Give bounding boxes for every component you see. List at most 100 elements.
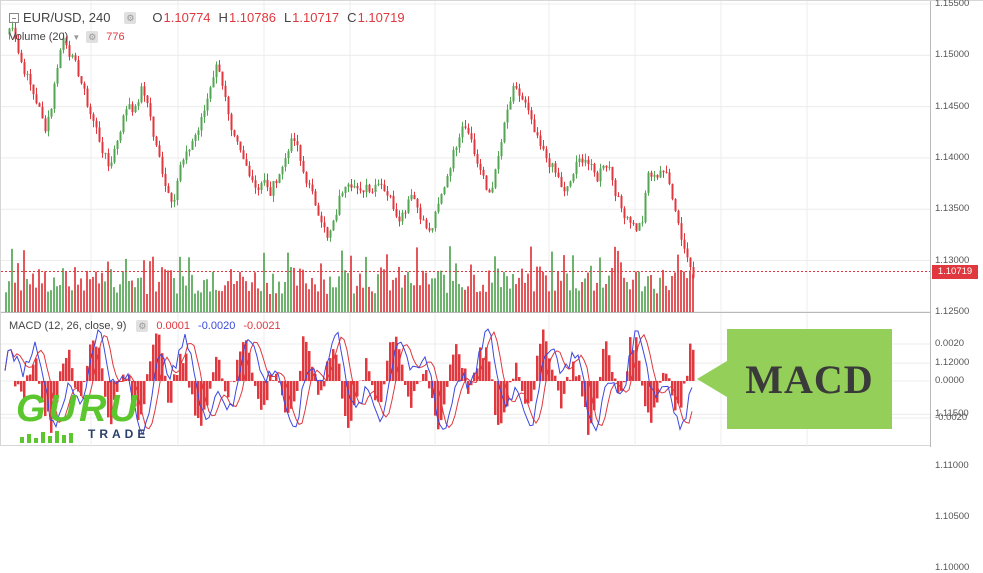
candle-body	[54, 84, 56, 109]
high-key: H	[219, 10, 228, 25]
volume-bar	[23, 250, 25, 312]
volume-bar	[32, 274, 34, 313]
volume-bar	[266, 283, 268, 312]
macd-histogram-bar	[488, 362, 491, 382]
volume-bar	[497, 269, 499, 313]
macd-histogram-bar	[557, 381, 560, 391]
candle-body	[288, 151, 290, 158]
volume-legend[interactable]: Volume (20) ▼ ⚙ 776	[9, 31, 125, 43]
candle-body	[681, 223, 683, 240]
volume-bar	[221, 291, 223, 312]
volume-bar	[539, 267, 541, 312]
volume-bar	[14, 283, 16, 312]
candle-body	[645, 193, 647, 222]
macd-histogram-bar	[26, 375, 29, 381]
volume-bar	[548, 291, 550, 312]
settings-gear-icon[interactable]: ⚙	[124, 12, 136, 24]
macd-histogram-bar	[407, 381, 410, 397]
candle-body	[552, 163, 554, 167]
volume-bar	[632, 280, 634, 312]
macd-histogram-bar	[443, 381, 446, 404]
volume-bar	[41, 283, 43, 312]
candle-body	[33, 85, 35, 95]
candle-body	[198, 130, 200, 135]
macd-histogram-bar	[599, 377, 602, 381]
macd-histogram-bar	[602, 349, 605, 381]
volume-bar	[185, 286, 187, 312]
candle-body	[192, 141, 194, 150]
candle-body	[336, 215, 338, 221]
chevron-down-icon[interactable]: ▼	[72, 33, 80, 42]
candle-body	[639, 223, 641, 231]
candle-body	[81, 76, 83, 83]
candle-body	[399, 217, 401, 222]
volume-settings-icon[interactable]: ⚙	[86, 31, 98, 43]
macd-histogram-bar	[146, 374, 149, 381]
volume-bar	[308, 289, 310, 312]
macd-histogram-bar	[17, 381, 20, 384]
volume-bar	[59, 285, 61, 312]
volume-bar	[488, 271, 490, 313]
macd-histogram-bar	[29, 375, 32, 382]
candle-body	[195, 135, 197, 141]
macd-histogram-bar	[428, 381, 431, 388]
macd-histogram-bar	[575, 376, 578, 381]
macd-histogram-bar	[299, 371, 302, 381]
candle-body	[567, 186, 569, 191]
volume-bar	[149, 261, 151, 312]
volume-bar	[422, 271, 424, 312]
volume-bar	[50, 290, 52, 312]
volume-bar	[83, 291, 85, 313]
macd-histogram-bar	[689, 344, 692, 381]
volume-bar	[305, 283, 307, 312]
macd-histogram-bar	[452, 355, 455, 381]
macd-histogram-bar	[221, 378, 224, 381]
candle-body	[291, 138, 293, 151]
price-tick-label: 1.10000	[935, 563, 969, 573]
candle-body	[228, 97, 230, 114]
candle-body	[456, 148, 458, 150]
volume-value: 776	[106, 31, 124, 43]
volume-bar	[350, 256, 352, 312]
price-tick-label: 1.14500	[935, 102, 969, 112]
price-tick-label: 1.12000	[935, 358, 969, 368]
volume-bar	[20, 290, 22, 312]
callout-arrow	[697, 361, 727, 397]
candle-body	[270, 187, 272, 196]
candle-body	[57, 68, 59, 84]
price-tick-label: 1.11000	[935, 461, 969, 471]
pane-divider[interactable]	[1, 312, 930, 313]
candle-body	[600, 168, 602, 181]
volume-bar	[395, 278, 397, 312]
candle-body	[252, 176, 254, 180]
macd-histogram-bar	[209, 381, 212, 389]
collapse-icon[interactable]	[9, 13, 19, 23]
volume-bar	[188, 257, 190, 312]
macd-histogram-bar	[368, 371, 371, 381]
volume-bar	[332, 287, 334, 312]
volume-bar	[551, 252, 553, 312]
candle-body	[261, 183, 263, 190]
macd-settings-icon[interactable]: ⚙	[136, 320, 148, 332]
volume-bar	[17, 263, 19, 312]
volume-bar	[113, 287, 115, 312]
candle-body	[561, 177, 563, 187]
candle-body	[201, 117, 203, 130]
candle-body	[543, 146, 545, 149]
volume-bar	[122, 271, 124, 312]
macd-legend[interactable]: MACD (12, 26, close, 9) ⚙ 0.0001 -0.0020…	[9, 320, 281, 332]
macd-histogram-bar	[665, 374, 668, 381]
candle-body	[636, 223, 638, 230]
candle-body	[36, 94, 38, 103]
candle-body	[390, 196, 392, 197]
candle-body	[333, 221, 335, 231]
candle-body	[378, 184, 380, 185]
macd-histogram-bar	[521, 381, 524, 391]
symbol-title: EUR/USD, 240	[23, 10, 110, 25]
volume-bar	[137, 278, 139, 312]
volume-bar	[62, 268, 64, 312]
macd-histogram-bar	[185, 354, 188, 381]
candle-body	[483, 170, 485, 176]
